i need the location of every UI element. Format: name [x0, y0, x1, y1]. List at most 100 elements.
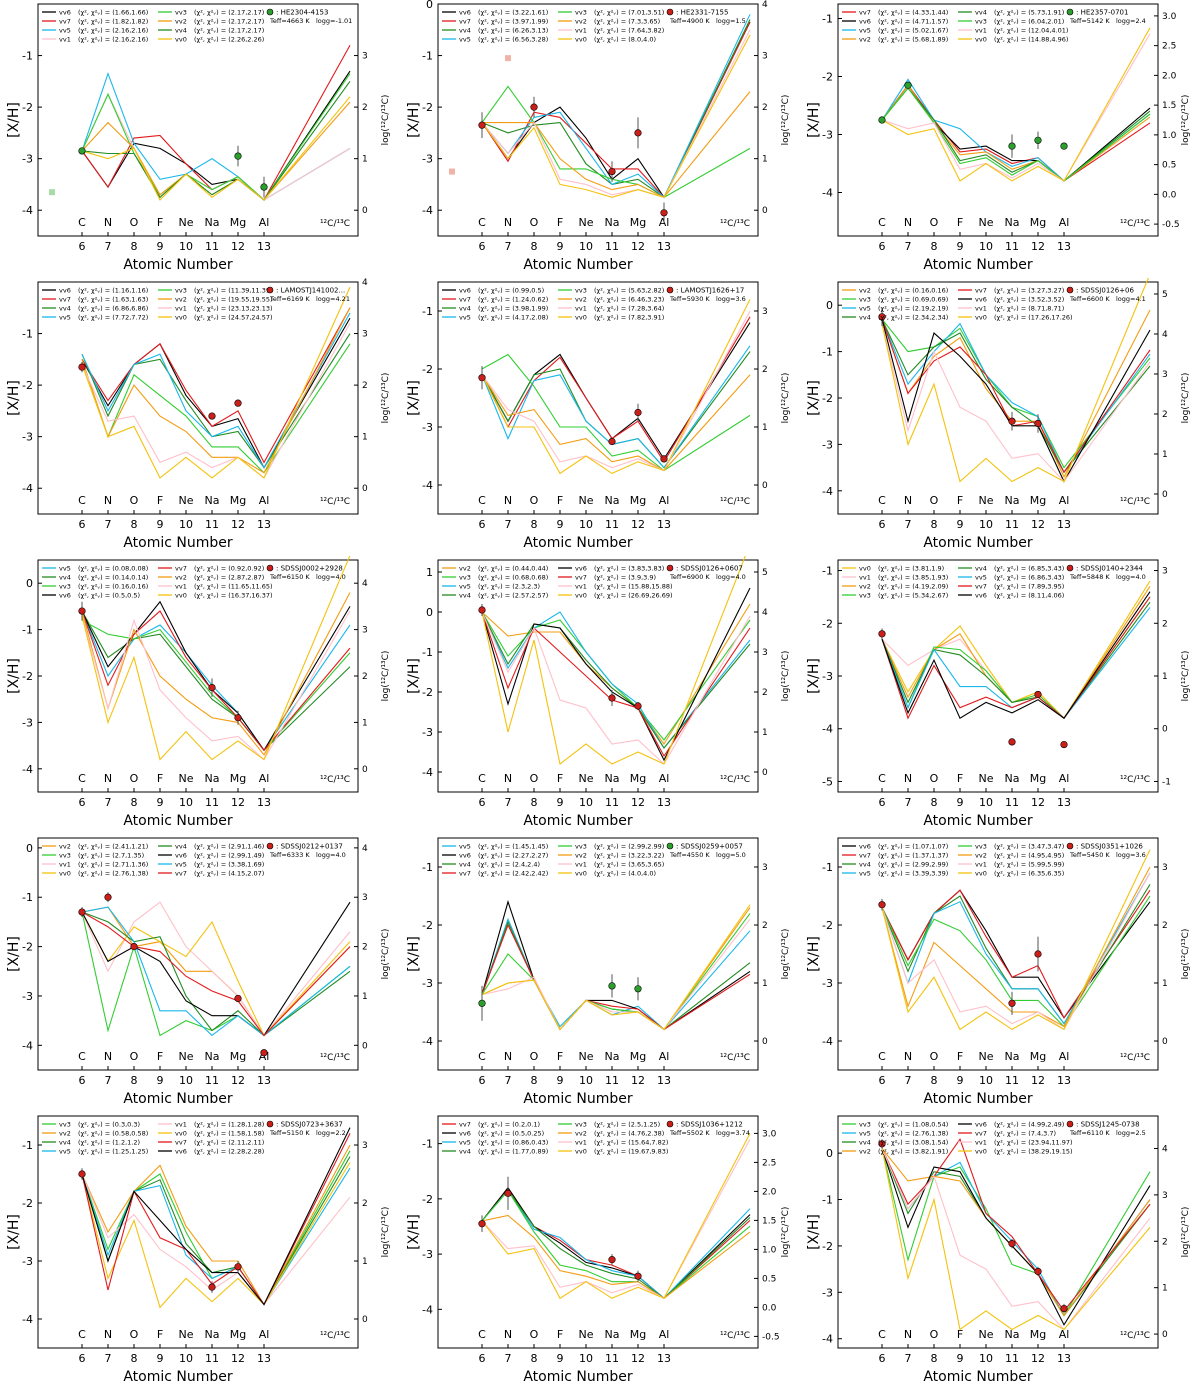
x-tick-label: 7 — [105, 1352, 112, 1365]
x-tick-label: 8 — [131, 1352, 138, 1365]
series-line-vv3 — [481, 1189, 751, 1299]
legend-chi: (χ², χ²ᵥ) = (6.86,3.43) — [994, 574, 1064, 582]
legend-chi: (χ², χ²ᵥ) = (5.34,2.67) — [878, 592, 948, 600]
legend-chi: (χ², χ²ᵥ) = (0.86,0.43) — [478, 1139, 548, 1147]
star-teff: Teff=6110 K — [1069, 1129, 1110, 1137]
legend-model: vv5 — [459, 583, 471, 591]
right-axis-label: log(¹²C/¹³C) — [781, 95, 791, 146]
element-symbol: O — [130, 494, 139, 507]
x-tick-label: 8 — [131, 240, 138, 253]
element-symbol: Ne — [179, 1050, 194, 1063]
legend-model: vv7 — [459, 870, 471, 878]
legend-chi: (χ², χ²ᵥ) = (1.25,1.25) — [78, 1148, 148, 1156]
legend-chi: (χ², χ²ᵥ) = (14.88,4.96) — [994, 36, 1068, 44]
x-tick-label: 7 — [905, 1352, 912, 1365]
series-line-vv5 — [881, 318, 1151, 474]
series-line-vv4 — [81, 333, 351, 469]
element-symbol: Mg — [230, 1050, 246, 1063]
series-line-vv0 — [481, 904, 751, 1031]
x-axis-label: Atomic Number — [523, 1369, 633, 1385]
element-symbol: Al — [659, 772, 670, 785]
y-axis-label: [X/H] — [6, 658, 22, 694]
element-symbol: Mg — [230, 216, 246, 229]
ratio-label: ¹²C/¹³C — [1120, 775, 1150, 785]
star-teff: Teff=5150 K — [269, 1129, 310, 1137]
legend-chi: (χ², χ²ᵥ) = (2.11,2.11) — [194, 1139, 264, 1147]
ratio-label: ¹²C/¹³C — [720, 775, 750, 785]
right-tick-label: 3 — [362, 626, 368, 636]
right-tick-label: 3 — [362, 330, 368, 340]
legend-chi: (χ², χ²ᵥ) = (1.16,1.16) — [78, 287, 148, 295]
y-tick-label: -4 — [822, 485, 833, 498]
legend-model: vv5 — [459, 314, 471, 322]
y-tick-label: -3 — [22, 1255, 33, 1268]
star-name: : SDSSJ0126+06 — [1076, 287, 1135, 295]
series-line-vv0 — [481, 299, 751, 475]
y-tick-label: -3 — [22, 716, 33, 729]
legend-chi: (χ², χ²ᵥ) = (0.16,0.16) — [878, 287, 948, 295]
y-axis-label: [X/H] — [406, 380, 422, 416]
legend-model: vv5 — [859, 305, 871, 313]
x-tick-label: 7 — [105, 240, 112, 253]
y-tick-label: -1 — [22, 891, 33, 904]
y-tick-label: -2 — [22, 379, 33, 392]
x-tick-label: 8 — [931, 240, 938, 253]
x-tick-label: 10 — [579, 1074, 593, 1087]
y-tick-label: -3 — [822, 977, 833, 990]
legend-model: vv3 — [575, 9, 587, 17]
x-axis-label: Atomic Number — [123, 535, 233, 551]
series-line-vv7 — [881, 596, 1151, 720]
x-tick-label: 8 — [531, 1352, 538, 1365]
series-line-vv3 — [481, 611, 751, 741]
series-line-vv0 — [81, 96, 351, 201]
element-symbol: O — [130, 1328, 139, 1341]
legend-model: vv3 — [575, 287, 587, 295]
legend-chi: (χ², χ²ᵥ) = (3.22,3.22) — [594, 852, 664, 860]
series-line-vv3 — [881, 87, 1151, 182]
element-symbol: Na — [1005, 1328, 1020, 1341]
x-tick-label: 10 — [579, 796, 593, 809]
obs-point — [260, 183, 268, 191]
legend-chi: (χ², χ²ᵥ) = (23.13,23.13) — [194, 305, 273, 313]
legend-chi: (χ², χ²ᵥ) = (4.33,1.44) — [878, 9, 948, 17]
ratio-label: ¹²C/¹³C — [320, 219, 350, 229]
x-tick-label: 13 — [1057, 1352, 1071, 1365]
y-tick-label: -1 — [22, 624, 33, 637]
series-line-vv1 — [481, 611, 751, 765]
legend-chi: (χ², χ²ᵥ) = (7.72,7.72) — [78, 314, 148, 322]
legend-model: vv1 — [575, 583, 587, 591]
plot-frame — [837, 3, 1159, 237]
legend-model: vv0 — [575, 870, 587, 878]
x-tick-label: 10 — [579, 240, 593, 253]
obs-point — [1034, 136, 1042, 144]
element-symbol: N — [504, 1050, 512, 1063]
series-line-vv2 — [481, 603, 751, 745]
star-marker — [1066, 842, 1074, 850]
legend-model: vv1 — [575, 1139, 587, 1147]
right-tick-label: 0.5 — [762, 1274, 776, 1284]
legend-model: vv3 — [59, 852, 71, 860]
legend-model: vv4 — [59, 574, 71, 582]
legend-chi: (χ², χ²ᵥ) = (0.3,0.3) — [78, 1121, 140, 1129]
y-tick-label: -1 — [422, 305, 433, 318]
legend-model: vv2 — [175, 18, 187, 26]
x-tick-label: 13 — [257, 1352, 271, 1365]
right-tick-label: 1.5 — [762, 1216, 776, 1226]
obs-point — [78, 363, 86, 371]
legend-model: vv0 — [575, 592, 587, 600]
legend-chi: (χ², χ²ᵥ) = (11.39,11.39) — [194, 287, 273, 295]
series-line-vv6 — [481, 587, 751, 762]
star-marker — [1066, 564, 1074, 572]
x-tick-label: 13 — [657, 240, 671, 253]
element-symbol: Ne — [579, 1050, 594, 1063]
star-teff: Teff=4550 K — [669, 851, 710, 859]
star-logg: logg=1.5 — [716, 17, 746, 25]
element-symbol: F — [157, 494, 163, 507]
obs-point — [208, 1283, 216, 1291]
element-symbol: F — [957, 1050, 963, 1063]
ratio-label: ¹²C/¹³C — [1120, 497, 1150, 507]
series-line-vv6 — [81, 901, 351, 1037]
series-line-vv4 — [481, 1189, 751, 1300]
right-tick-label: 0 — [1162, 725, 1168, 735]
